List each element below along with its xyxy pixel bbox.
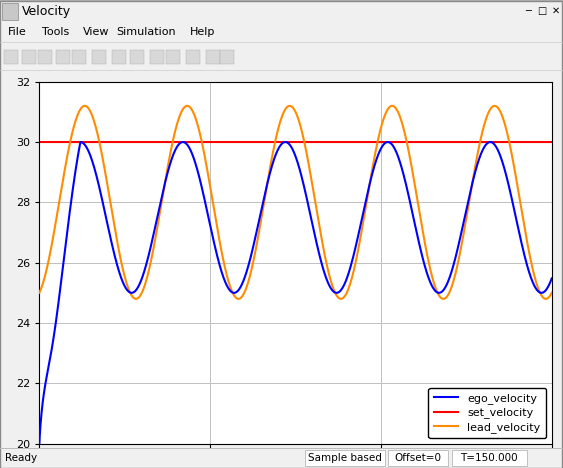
Text: Simulation: Simulation	[117, 27, 176, 37]
Text: T=150.000: T=150.000	[460, 453, 518, 463]
Text: Sample based: Sample based	[308, 453, 382, 463]
Bar	[130, 50, 144, 64]
Legend: ego_velocity, set_velocity, lead_velocity: ego_velocity, set_velocity, lead_velocit…	[428, 388, 546, 438]
Bar	[56, 50, 70, 64]
Text: Offset=0: Offset=0	[395, 453, 441, 463]
Text: □: □	[537, 6, 547, 16]
Bar	[0, 42, 563, 70]
Text: ─: ─	[525, 6, 531, 16]
Bar	[2, 3, 18, 20]
Text: Tools: Tools	[42, 27, 69, 37]
Bar	[166, 50, 180, 64]
Text: File: File	[8, 27, 27, 37]
Text: Velocity: Velocity	[22, 5, 71, 17]
Bar	[112, 50, 126, 64]
Bar	[388, 450, 448, 466]
Bar	[305, 450, 385, 466]
Bar	[0, 0, 563, 22]
Bar	[0, 22, 563, 42]
Bar	[22, 50, 36, 64]
Bar	[206, 50, 220, 64]
Bar	[38, 50, 52, 64]
Bar	[0, 448, 563, 468]
Bar	[4, 50, 18, 64]
Bar	[186, 50, 200, 64]
Text: View: View	[83, 27, 109, 37]
Text: Help: Help	[190, 27, 215, 37]
Text: Ready: Ready	[5, 453, 37, 463]
Text: ✕: ✕	[552, 6, 560, 16]
Bar	[220, 50, 234, 64]
Bar	[452, 450, 527, 466]
Bar	[92, 50, 106, 64]
Bar	[150, 50, 164, 64]
Bar	[72, 50, 86, 64]
